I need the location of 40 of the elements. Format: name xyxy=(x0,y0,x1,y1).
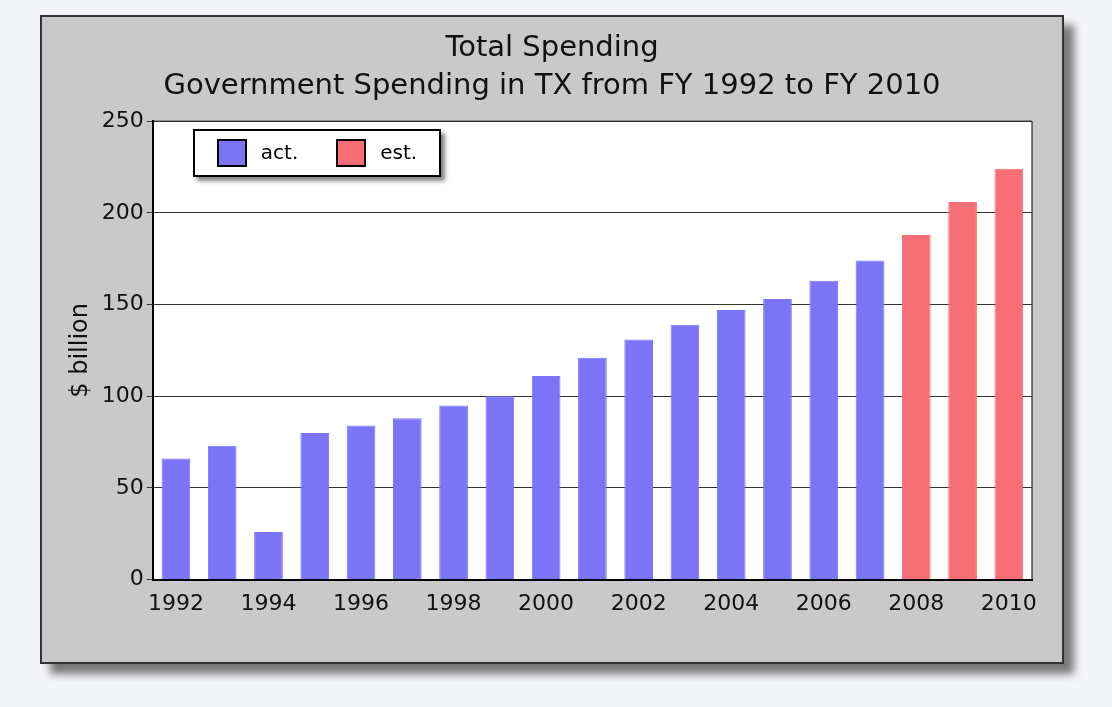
x-tick-label: 2002 xyxy=(610,589,667,615)
chart-title: Total Spending xyxy=(444,28,660,65)
x-tick-label: 1992 xyxy=(147,589,204,615)
x-tick-label: 2006 xyxy=(795,589,852,615)
y-axis-title: $ billion xyxy=(64,303,93,398)
bar xyxy=(392,418,422,580)
x-tick-label: 2010 xyxy=(980,589,1037,615)
x-tick-label: 2008 xyxy=(888,589,945,615)
y-tick-label: 250 xyxy=(101,106,144,132)
bar xyxy=(855,260,885,580)
y-tick-label: 0 xyxy=(129,565,144,591)
x-tick-label: 2000 xyxy=(518,589,575,615)
bar xyxy=(670,324,700,580)
bar xyxy=(948,201,977,580)
bar xyxy=(161,458,191,580)
chart-subtitle: Government Spending in TX from FY 1992 to FY 2010 xyxy=(162,66,942,103)
bar xyxy=(763,299,792,580)
bar xyxy=(578,357,607,580)
bar xyxy=(809,280,839,580)
x-tick-label: 2004 xyxy=(703,589,760,615)
bar xyxy=(346,425,376,580)
bar xyxy=(300,432,330,580)
y-tick-label: 100 xyxy=(101,381,144,407)
x-tick-label: 1996 xyxy=(333,589,390,615)
bar xyxy=(485,396,515,580)
bar xyxy=(994,168,1024,580)
bar xyxy=(531,376,561,580)
legend-label: act. xyxy=(260,139,299,164)
y-tick-label: 50 xyxy=(115,473,144,499)
bar xyxy=(439,405,468,580)
bar xyxy=(901,234,931,580)
y-tick-label: 200 xyxy=(101,198,144,224)
y-tick-label: 150 xyxy=(101,290,144,316)
bar xyxy=(207,445,237,580)
bar xyxy=(254,531,283,580)
x-tick-label: 1998 xyxy=(425,589,482,615)
bar xyxy=(716,310,746,580)
legend-label: est. xyxy=(380,139,418,164)
bar xyxy=(624,339,654,580)
x-tick-label: 1994 xyxy=(240,589,297,615)
